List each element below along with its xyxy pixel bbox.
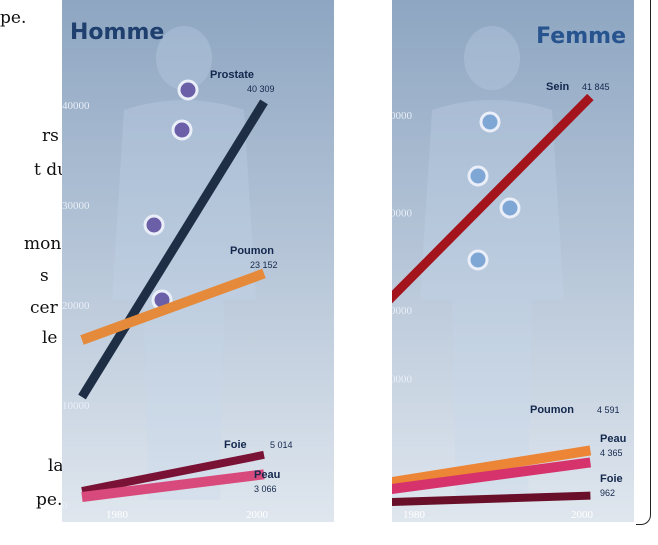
series-value-label: 41 845 — [582, 82, 610, 92]
y-tick-label: 10000 — [392, 373, 413, 385]
text-fragment: mon — [24, 234, 62, 254]
y-tick-label: 20000 — [392, 305, 413, 317]
text-fragment: le — [42, 328, 58, 348]
text-fragment: t du — [34, 160, 69, 180]
text-fragment: pe. — [36, 490, 63, 510]
series-value-label: 962 — [600, 488, 615, 498]
series-line-poumon — [392, 445, 592, 488]
series-label: Poumon — [230, 245, 274, 257]
series-label: Sein — [546, 81, 570, 93]
organ-marker — [467, 249, 489, 271]
series-label: Peau — [600, 433, 626, 445]
x-tick-label: 1980 — [403, 509, 426, 521]
text-fragment: s — [40, 266, 49, 286]
series-value-label: 3 066 — [254, 484, 277, 494]
y-tick-label: 30000 — [392, 208, 413, 220]
chart-femme-svg: 10000 20000 30000 40000 1980 2000 Sein 41 845 Po… — [392, 0, 634, 522]
text-fragment: la — [48, 456, 64, 476]
chart-title-homme: Homme — [70, 20, 165, 45]
series-line-peau — [81, 469, 265, 502]
text-fragment: cer — [30, 298, 58, 318]
chart-panel-homme: 0 10000 20000 30000 40000 1980 2000 Prostate 40 … — [62, 0, 334, 522]
series-line-poumon — [80, 268, 266, 345]
y-tick-label: 10000 — [62, 400, 90, 412]
y-tick-label: 30000 — [62, 200, 90, 212]
organ-marker — [143, 214, 165, 236]
series-label: Foie — [224, 439, 247, 451]
series-value-label: 40 309 — [247, 84, 275, 94]
left-text-column: pe. rs t du mon s cer le la pe. — [0, 0, 70, 545]
chart-panel-femme: 10000 20000 30000 40000 1980 2000 Sein 41 845 Po… — [392, 0, 634, 522]
y-tick-label: 40000 — [62, 100, 90, 112]
series-label: Prostate — [210, 69, 254, 81]
series-label: Foie — [600, 473, 623, 485]
x-tick-label: 2000 — [246, 509, 269, 521]
series-line-peau — [392, 457, 592, 495]
series-value-label: 23 152 — [250, 260, 278, 270]
series-line-foie — [81, 450, 265, 495]
text-fragment: rs — [42, 126, 59, 146]
organ-marker — [171, 119, 193, 141]
series-label: Poumon — [530, 404, 574, 416]
series-line-sein — [392, 93, 594, 304]
y-tick-label: 0 — [62, 500, 68, 512]
silhouette-figure — [420, 26, 564, 500]
organ-marker — [499, 197, 521, 219]
organ-marker — [177, 79, 199, 101]
organ-marker — [479, 111, 501, 133]
text-fragment: pe. — [0, 8, 27, 28]
series-line-foie — [392, 491, 591, 506]
x-tick-label: 2000 — [571, 509, 594, 521]
y-tick-label: 20000 — [62, 300, 90, 312]
series-value-label: 5 014 — [270, 440, 293, 450]
page-frame-edge — [636, 0, 651, 525]
series-value-label: 4 591 — [597, 405, 620, 415]
chart-homme-svg: 0 10000 20000 30000 40000 1980 2000 Prostate 40 … — [62, 0, 334, 522]
series-value-label: 4 365 — [600, 448, 623, 458]
chart-title-femme: Femme — [536, 24, 626, 49]
organ-marker — [467, 165, 489, 187]
y-tick-label: 40000 — [392, 110, 413, 122]
series-line-prostate — [78, 99, 268, 400]
series-label: Peau — [254, 469, 280, 481]
x-tick-label: 1980 — [106, 509, 129, 521]
